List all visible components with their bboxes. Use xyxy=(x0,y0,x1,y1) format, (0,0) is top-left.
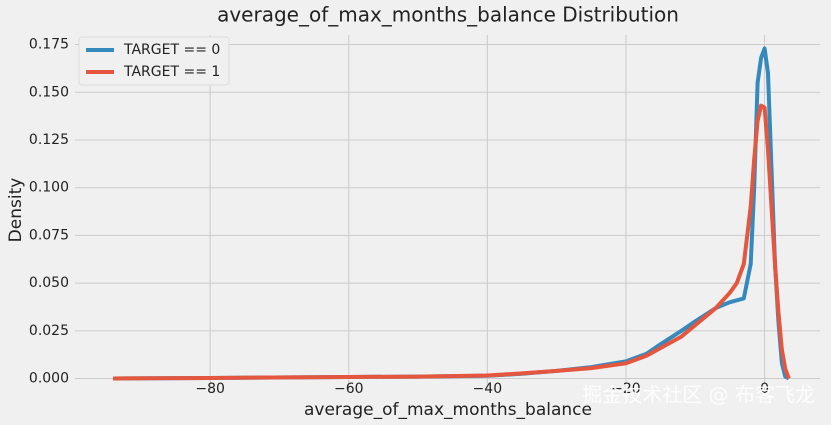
y-tick-label: 0.175 xyxy=(29,37,69,53)
legend: TARGET == 0 TARGET == 1 xyxy=(78,36,230,86)
y-tick-label: 0.075 xyxy=(29,227,69,243)
x-tick-label: −20 xyxy=(611,381,641,397)
x-tick-label: −60 xyxy=(334,381,364,397)
legend-label: TARGET == 0 xyxy=(123,42,220,58)
watermark: 掘金技术社区 @ 布客飞龙 xyxy=(582,383,815,407)
y-axis-label: Density xyxy=(6,178,26,243)
legend-label: TARGET == 1 xyxy=(123,64,220,80)
x-tick-label: 0 xyxy=(760,381,769,397)
x-axis-label: average_of_max_months_balance xyxy=(304,400,592,420)
y-tick-label: 0.025 xyxy=(29,323,69,339)
x-tick-label: −40 xyxy=(473,381,503,397)
y-tick-label: 0.125 xyxy=(29,132,69,148)
y-tick-label: 0.050 xyxy=(29,275,69,291)
y-tick-label: 0.150 xyxy=(29,84,69,100)
y-tick-label: 0.000 xyxy=(29,371,69,387)
y-tick-label: 0.100 xyxy=(29,180,69,196)
series-line xyxy=(113,103,791,381)
chart-title: average_of_max_months_balance Distributi… xyxy=(217,3,679,27)
x-tick-label: −80 xyxy=(195,381,225,397)
legend-box xyxy=(78,36,230,86)
